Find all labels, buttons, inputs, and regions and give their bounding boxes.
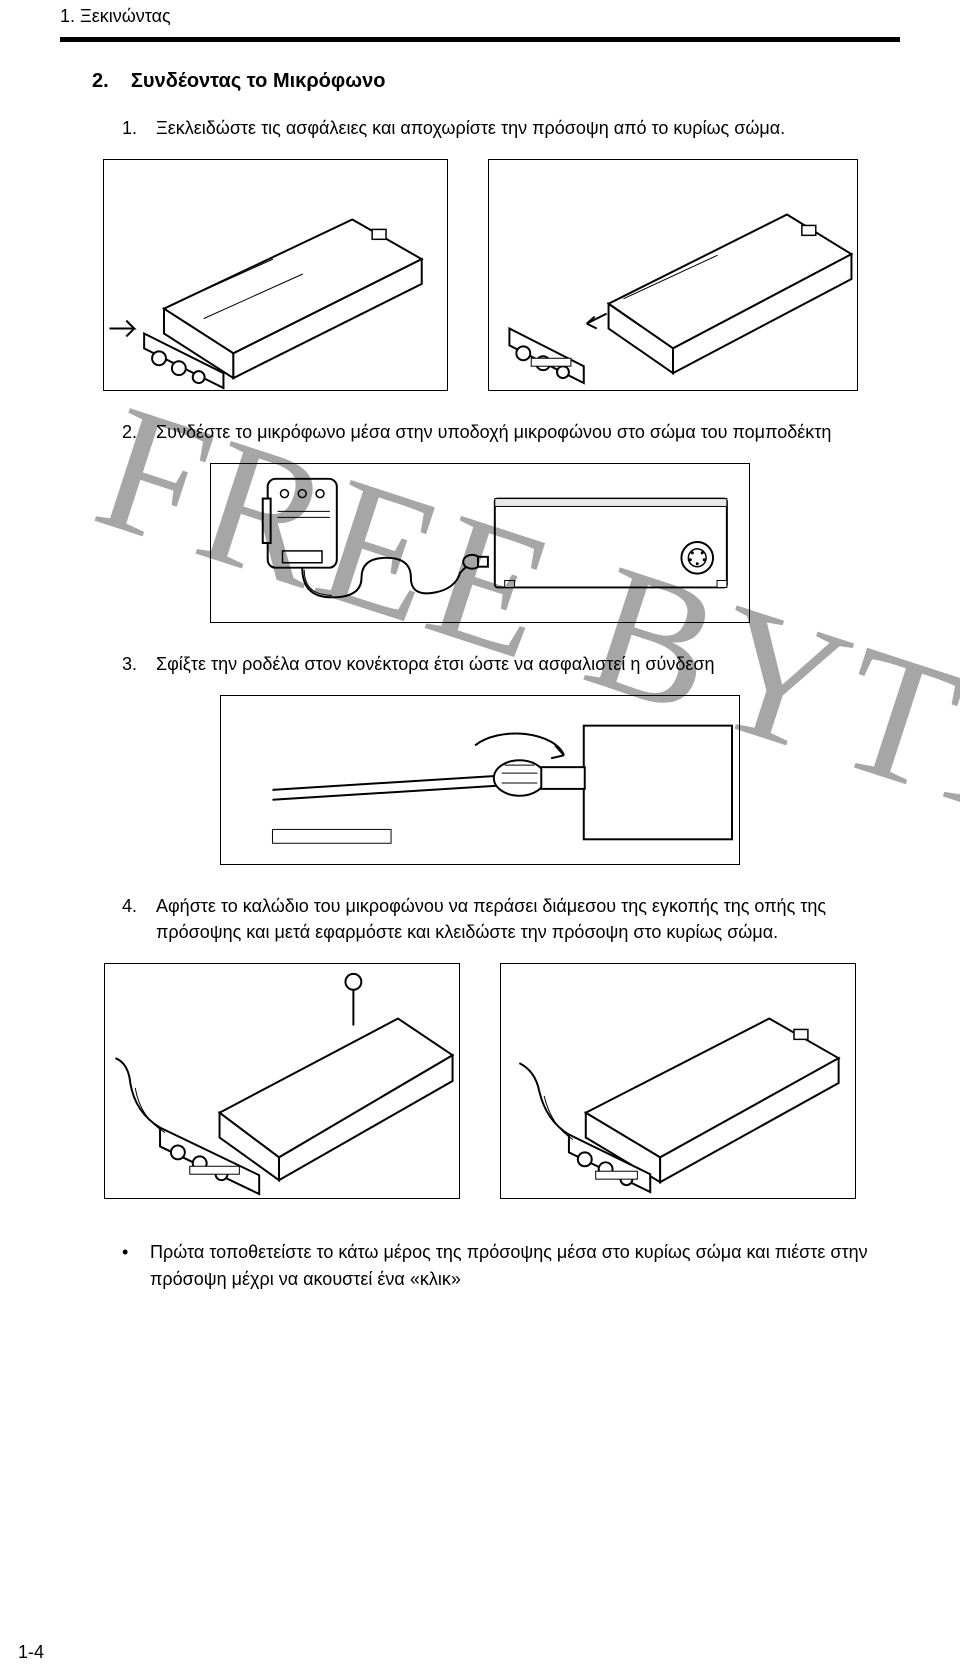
- bullet-text: Πρώτα τοποθετείστε το κάτω μέρος της πρό…: [150, 1239, 870, 1291]
- illustration-tighten-connector: [220, 695, 740, 865]
- figure-single-2: [60, 463, 900, 623]
- section-number: 2.: [92, 70, 109, 92]
- chapter-header: 1. Ξεκινώντας: [60, 0, 900, 37]
- step-text: Σφίξτε την ροδέλα στον κονέκτορα έτσι ώσ…: [156, 651, 715, 677]
- bullet-marker: •: [122, 1239, 132, 1291]
- illustration-attach-panel-right: [500, 963, 856, 1199]
- figure-single-3: [60, 695, 900, 865]
- step-number: 1.: [122, 115, 140, 141]
- step-number: 2.: [122, 419, 140, 445]
- step-3: 3. Σφίξτε την ροδέλα στον κονέκτορα έτσι…: [122, 651, 900, 677]
- step-2: 2. Συνδέστε το μικρόφωνο μέσα στην υποδο…: [122, 419, 900, 445]
- step-text: Ξεκλειδώστε τις ασφάλειες και αποχωρίστε…: [156, 115, 785, 141]
- step-4: 4. Αφήστε το καλώδιο του μικροφώνου να π…: [122, 893, 900, 945]
- step-number: 3.: [122, 651, 140, 677]
- figure-row-4: [60, 963, 900, 1199]
- illustration-attach-panel-left: [104, 963, 460, 1199]
- illustration-mic-jack: [210, 463, 750, 623]
- step-text: Αφήστε το καλώδιο του μικροφώνου να περά…: [156, 893, 876, 945]
- step-1: 1. Ξεκλειδώστε τις ασφάλειες και αποχωρί…: [122, 115, 900, 141]
- section-title: 2. Συνδέοντας το Μικρόφωνο: [92, 70, 900, 93]
- bullet-note: • Πρώτα τοποθετείστε το κάτω μέρος της π…: [122, 1239, 900, 1291]
- section-heading: Συνδέοντας το Μικρόφωνο: [131, 70, 386, 92]
- figure-row-1: [60, 159, 900, 391]
- illustration-detach-panel-left: [103, 159, 448, 391]
- step-number: 4.: [122, 893, 140, 945]
- step-text: Συνδέστε το μικρόφωνο μέσα στην υποδοχή …: [156, 419, 831, 445]
- page-number: 1-4: [18, 1642, 44, 1663]
- illustration-detach-panel-right: [488, 159, 858, 391]
- header-rule: [60, 37, 900, 42]
